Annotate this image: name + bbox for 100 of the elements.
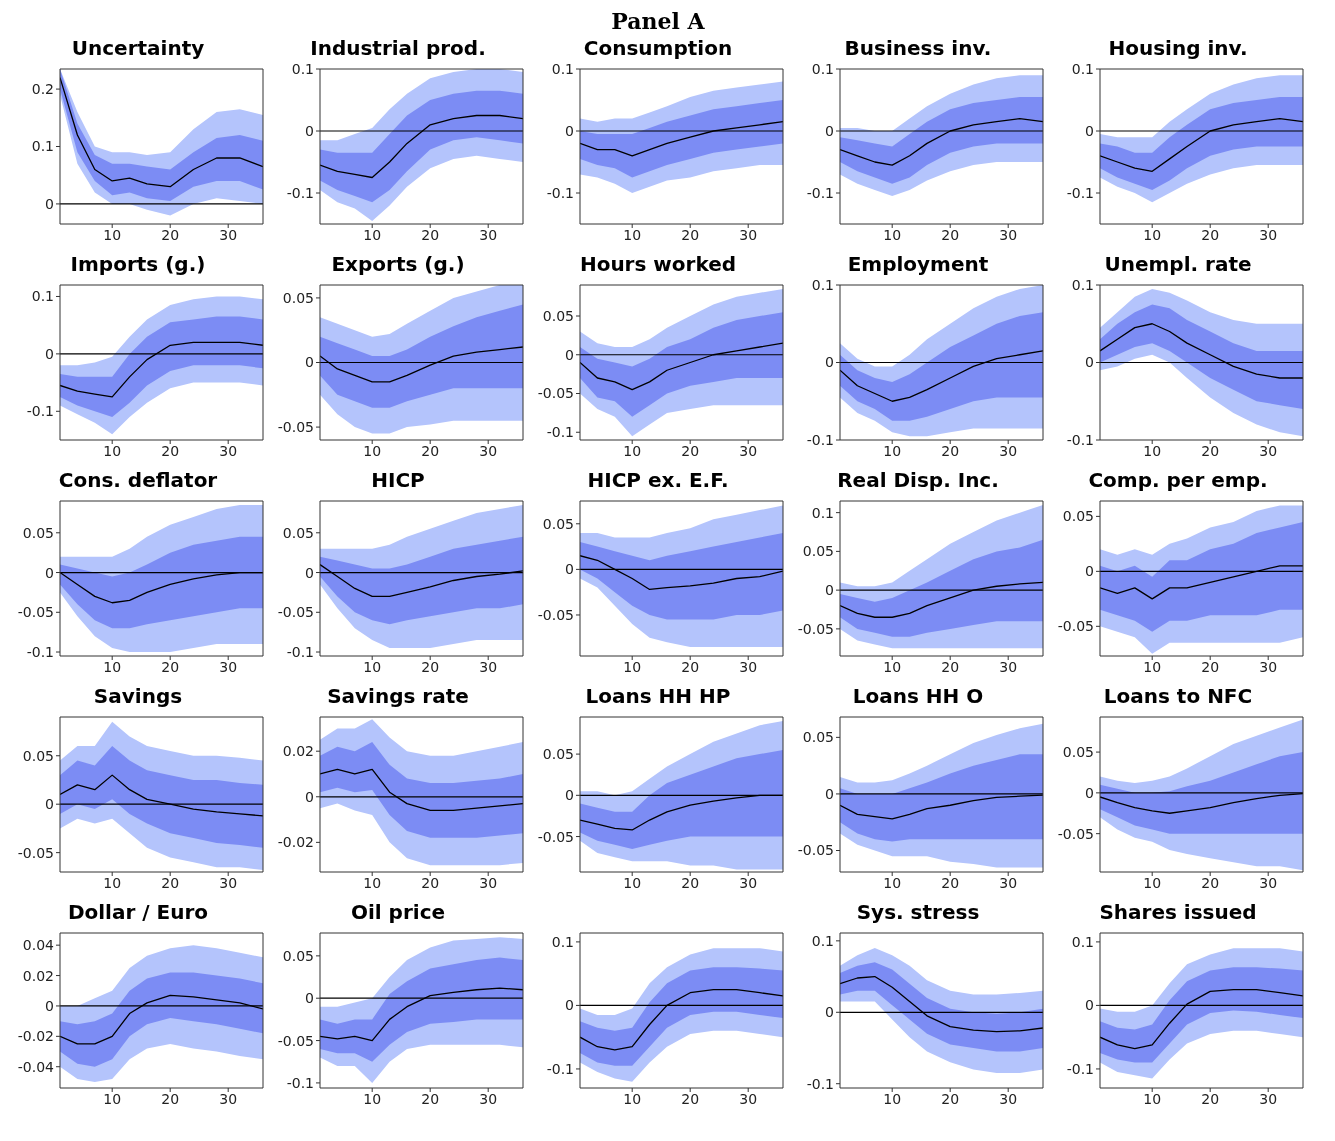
chart-title: Oil price xyxy=(350,900,446,924)
x-tick-label: 20 xyxy=(941,226,960,243)
x-tick-label: 10 xyxy=(883,226,902,243)
y-tick-label: -0.05 xyxy=(1057,618,1094,635)
x-tick-label: 10 xyxy=(623,442,642,459)
chart-title: Comp. per emp. xyxy=(1088,468,1268,492)
y-tick-label: -0.1 xyxy=(1066,431,1094,448)
x-tick-label: 10 xyxy=(623,226,642,243)
x-tick-label: 20 xyxy=(681,442,700,459)
x-tick-label: 10 xyxy=(883,874,902,891)
x-tick-label: 10 xyxy=(1143,874,1162,891)
y-tick-label: -0.05 xyxy=(277,1032,314,1049)
x-tick-label: 20 xyxy=(1201,226,1220,243)
x-tick-label: 20 xyxy=(941,658,960,675)
y-tick-label: 0 xyxy=(1085,354,1094,371)
y-tick-label: -0.05 xyxy=(1057,825,1094,842)
x-tick-label: 10 xyxy=(103,658,122,675)
y-tick-label: 0 xyxy=(565,997,574,1014)
x-tick-label: 10 xyxy=(623,658,642,675)
y-tick-label: 0.05 xyxy=(22,524,54,541)
chart-title: Dollar / Euro xyxy=(67,900,209,924)
chart-title: Loans HH HP xyxy=(585,684,731,708)
chart-title: Shares issued xyxy=(1099,900,1257,924)
x-tick-label: 10 xyxy=(103,226,122,243)
x-tick-label: 20 xyxy=(681,658,700,675)
y-tick-label: 0 xyxy=(1085,784,1094,801)
x-tick-label: 10 xyxy=(103,874,122,891)
y-tick-label: 0 xyxy=(565,787,574,804)
y-tick-label: -0.05 xyxy=(797,842,834,859)
y-tick-label: 0 xyxy=(825,122,834,139)
x-tick-label: 10 xyxy=(1143,442,1162,459)
chart-title: Imports (g.) xyxy=(70,252,206,276)
x-tick-label: 10 xyxy=(1143,658,1162,675)
y-tick-label: 0.05 xyxy=(282,289,314,306)
x-tick-label: 30 xyxy=(739,226,758,243)
y-tick-label: 0 xyxy=(565,561,574,578)
x-tick-label: 30 xyxy=(219,1090,238,1107)
y-tick-label: -0.04 xyxy=(17,1058,55,1075)
y-tick-label: -0.02 xyxy=(277,834,314,851)
y-tick-label: 0.05 xyxy=(1062,744,1094,761)
y-tick-label: 0 xyxy=(825,785,834,802)
y-tick-label: 0.04 xyxy=(22,937,55,954)
x-tick-label: 10 xyxy=(623,1090,642,1107)
y-tick-label: -0.1 xyxy=(26,644,54,660)
chart-title: Real Disp. Inc. xyxy=(837,468,999,492)
x-tick-label: 10 xyxy=(363,1090,382,1107)
x-tick-label: 20 xyxy=(421,874,440,891)
chart-title: Housing inv. xyxy=(1108,36,1248,60)
x-tick-label: 10 xyxy=(103,442,122,459)
y-tick-label: 0.05 xyxy=(802,543,834,560)
y-tick-label: 0 xyxy=(565,346,574,363)
x-tick-label: 30 xyxy=(999,1090,1018,1107)
y-tick-label: 0 xyxy=(305,564,314,581)
y-tick-label: 0.1 xyxy=(31,138,54,155)
y-tick-label: 0.1 xyxy=(811,276,834,293)
x-tick-label: 30 xyxy=(1259,658,1278,675)
y-tick-label: -0.05 xyxy=(277,419,314,436)
x-tick-label: 20 xyxy=(161,658,180,675)
chart-title: Savings rate xyxy=(327,684,469,708)
x-tick-label: 30 xyxy=(999,658,1018,675)
y-tick-label: 0 xyxy=(825,582,834,599)
y-tick-label: 0.1 xyxy=(291,60,314,77)
x-tick-label: 10 xyxy=(363,442,382,459)
x-tick-label: 10 xyxy=(1143,226,1162,243)
y-tick-label: 0.05 xyxy=(282,524,314,541)
x-tick-label: 20 xyxy=(941,1090,960,1107)
x-tick-label: 20 xyxy=(941,442,960,459)
x-tick-label: 20 xyxy=(161,442,180,459)
y-tick-label: 0 xyxy=(1085,997,1094,1014)
x-tick-label: 30 xyxy=(219,226,238,243)
x-tick-label: 10 xyxy=(883,442,902,459)
y-tick-label: 0.05 xyxy=(802,729,834,746)
chart-title: Consumption xyxy=(583,36,733,60)
y-tick-label: 0.02 xyxy=(282,743,314,760)
y-tick-label: -0.1 xyxy=(26,403,54,420)
chart-title: Business inv. xyxy=(844,36,992,60)
x-tick-label: 20 xyxy=(421,442,440,459)
y-tick-label: 0.05 xyxy=(282,947,314,964)
x-tick-label: 30 xyxy=(479,658,498,675)
x-tick-label: 20 xyxy=(421,1090,440,1107)
y-tick-label: 0.05 xyxy=(542,746,574,763)
x-tick-label: 30 xyxy=(1259,1090,1278,1107)
x-tick-label: 10 xyxy=(363,874,382,891)
x-tick-label: 30 xyxy=(1259,442,1278,459)
x-tick-label: 20 xyxy=(941,874,960,891)
y-tick-label: 0 xyxy=(825,1004,834,1021)
y-tick-label: 0 xyxy=(45,564,54,581)
x-tick-label: 30 xyxy=(999,226,1018,243)
x-tick-label: 20 xyxy=(161,226,180,243)
y-tick-label: -0.1 xyxy=(286,184,314,201)
chart-title: Unempl. rate xyxy=(1104,252,1252,276)
chart-title: HICP ex. E.F. xyxy=(587,468,729,492)
y-tick-label: 0 xyxy=(45,345,54,362)
chart-title: HICP xyxy=(371,468,425,492)
x-tick-label: 30 xyxy=(739,874,758,891)
y-tick-label: -0.05 xyxy=(537,828,574,845)
y-tick-label: 0.1 xyxy=(811,60,834,77)
y-tick-label: -0.1 xyxy=(546,184,574,201)
x-tick-label: 20 xyxy=(681,226,700,243)
y-tick-label: -0.1 xyxy=(806,431,834,448)
